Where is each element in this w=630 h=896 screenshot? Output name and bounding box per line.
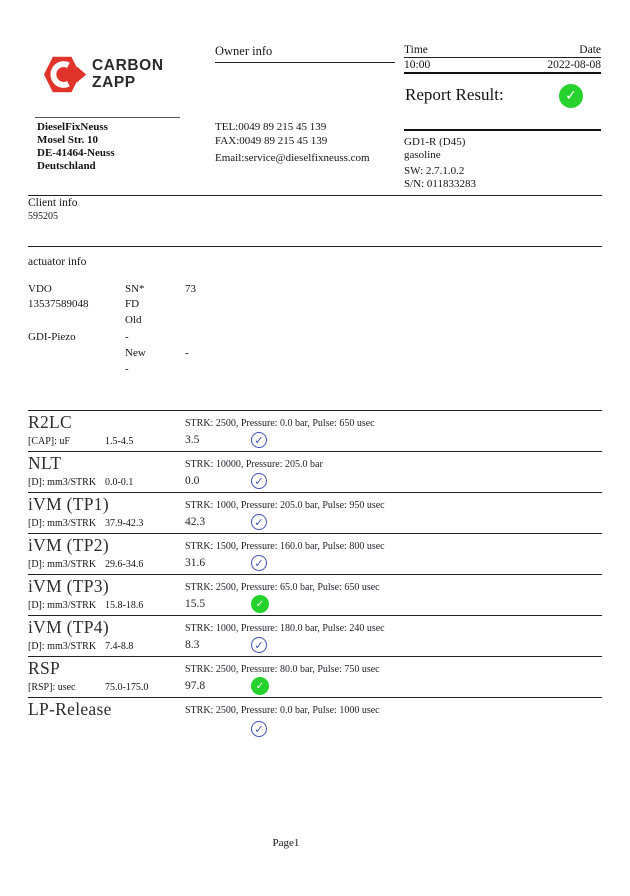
test-row: iVM (TP1) STRK: 1000, Pressure: 205.0 ba… (28, 492, 602, 533)
test-value: 3.5 (185, 434, 200, 446)
test-params: STRK: 2500, Pressure: 0.0 bar, Pulse: 10… (185, 705, 380, 716)
machine-fuel: gasoline (404, 148, 441, 161)
actuator-old-label: Old (125, 314, 142, 326)
tests-table: R2LC STRK: 2500, Pressure: 0.0 bar, Puls… (28, 410, 602, 738)
owner-fax: FAX:0049 89 215 45 139 (215, 134, 328, 147)
test-value: 31.6 (185, 557, 206, 569)
test-pass-check-icon: ✓ (251, 473, 267, 489)
report-result-pass-icon: ✓ (559, 84, 583, 108)
test-range: 7.4-8.8 (105, 641, 134, 652)
actuator-info-heading: actuator info (28, 256, 87, 268)
test-params: STRK: 2500, Pressure: 65.0 bar, Pulse: 6… (185, 582, 380, 593)
actuator-new-value: - (185, 347, 189, 359)
test-unit: [D]: mm3/STRK (28, 518, 97, 529)
test-pass-check-icon: ✓ (251, 514, 267, 530)
owner-address-block: DieselFixNeuss Mosel Str. 10 DE-41464-Ne… (37, 121, 115, 173)
test-value: 8.3 (185, 639, 200, 651)
test-name: iVM (TP4) (28, 617, 109, 637)
actuator-type: GDI-Piezo (28, 331, 76, 343)
test-params: STRK: 1000, Pressure: 180.0 bar, Pulse: … (185, 623, 385, 634)
test-range: 15.8-18.6 (105, 600, 144, 611)
test-range: 37.9-42.3 (105, 518, 144, 529)
logo-word-carbon: CARBON (92, 57, 164, 74)
client-info-heading: Client info (28, 197, 78, 209)
owner-contact-block: TEL:0049 89 215 45 139 FAX:0049 89 215 4… (215, 121, 370, 166)
actuator-part-number: 13537589048 (28, 298, 89, 310)
test-unit: [D]: mm3/STRK (28, 559, 97, 570)
test-unit: [RSP]: usec (28, 682, 76, 693)
test-unit: [D]: mm3/STRK (28, 477, 97, 488)
test-range: 75.0-175.0 (105, 682, 149, 693)
test-name: RSP (28, 658, 61, 678)
test-name: iVM (TP1) (28, 494, 109, 514)
test-params: STRK: 1000, Pressure: 205.0 bar, Pulse: … (185, 500, 385, 511)
client-id: 595205 (28, 211, 58, 222)
owner-city: DE-41464-Neuss (37, 147, 115, 159)
actuator-new-label: New (125, 347, 146, 359)
owner-tel: TEL:0049 89 215 45 139 (215, 121, 327, 133)
test-row: iVM (TP4) STRK: 1000, Pressure: 180.0 ba… (28, 615, 602, 656)
page-number: Page1 (272, 837, 300, 849)
test-unit: [D]: mm3/STRK (28, 600, 97, 611)
test-params: STRK: 10000, Pressure: 205.0 bar (185, 459, 323, 470)
test-row: iVM (TP3) STRK: 2500, Pressure: 65.0 bar… (28, 574, 602, 615)
test-name: iVM (TP3) (28, 576, 109, 596)
test-row: RSP STRK: 2500, Pressure: 80.0 bar, Puls… (28, 656, 602, 697)
test-name: iVM (TP2) (28, 535, 109, 555)
time-label: Time (404, 44, 428, 56)
date-value: 2022-08-08 (547, 59, 601, 71)
date-label: Date (579, 44, 601, 56)
test-pass-check-icon: ✓ (251, 555, 267, 571)
logo-word-zapp: ZAPP (92, 73, 136, 91)
test-name: LP-Release (28, 699, 112, 719)
owner-email: Email:service@dieselfixneuss.com (215, 152, 370, 164)
test-row: R2LC STRK: 2500, Pressure: 0.0 bar, Puls… (28, 410, 602, 451)
report-result-label: Report Result: (405, 85, 504, 104)
test-value: 42.3 (185, 516, 206, 528)
divider (28, 246, 602, 247)
machine-info-block: GD1-R (D45) gasoline SW: 2.7.1.0.2 S/N: … (404, 129, 601, 190)
test-unit: [D]: mm3/STRK (28, 641, 97, 652)
owner-street: Mosel Str. 10 (37, 134, 99, 146)
machine-model: GD1-R (D45) (404, 136, 466, 148)
logo-wordmark: CARBON ZAPP (92, 57, 164, 91)
actuator-brand: VDO (28, 283, 52, 295)
test-name: R2LC (28, 412, 72, 432)
owner-name: DieselFixNeuss (37, 121, 108, 133)
machine-serial: S/N: 011833283 (404, 177, 477, 190)
machine-software: SW: 2.7.1.0.2 (404, 165, 465, 177)
actuator-extra-value: - (125, 363, 129, 375)
test-row: iVM (TP2) STRK: 1500, Pressure: 160.0 ba… (28, 533, 602, 574)
test-params: STRK: 1500, Pressure: 160.0 bar, Pulse: … (185, 541, 385, 552)
owner-info-heading: Owner info (215, 44, 395, 63)
test-pass-check-icon: ✓ (251, 595, 269, 613)
test-unit: [CAP]: uF (28, 436, 70, 447)
test-pass-check-icon: ✓ (251, 721, 267, 737)
test-range: 0.0-0.1 (105, 477, 134, 488)
actuator-sn-label: SN* (125, 283, 145, 295)
test-value: 97.8 (185, 680, 206, 692)
test-range: 29.6-34.6 (105, 559, 144, 570)
carbon-zapp-logo-icon (43, 56, 87, 93)
actuator-old-value: - (125, 331, 129, 343)
test-name: NLT (28, 453, 62, 473)
test-pass-check-icon: ✓ (251, 432, 267, 448)
test-params: STRK: 2500, Pressure: 80.0 bar, Pulse: 7… (185, 664, 380, 675)
actuator-fd-label: FD (125, 298, 140, 310)
test-params: STRK: 2500, Pressure: 0.0 bar, Pulse: 65… (185, 418, 375, 429)
test-range: 1.5-4.5 (105, 436, 134, 447)
logo-divider (35, 117, 180, 118)
actuator-sn-value: 73 (185, 283, 196, 295)
test-pass-check-icon: ✓ (251, 677, 269, 695)
divider (28, 195, 602, 196)
test-row: NLT STRK: 10000, Pressure: 205.0 bar [D]… (28, 451, 602, 492)
owner-country: Deutschland (37, 160, 96, 172)
time-value: 10:00 (404, 59, 431, 71)
test-value: 0.0 (185, 475, 200, 487)
test-value: 15.5 (185, 598, 206, 610)
test-row: LP-Release STRK: 2500, Pressure: 0.0 bar… (28, 697, 602, 738)
time-date-block: Time Date 10:00 2022-08-08 (404, 44, 601, 74)
test-pass-check-icon: ✓ (251, 637, 267, 653)
